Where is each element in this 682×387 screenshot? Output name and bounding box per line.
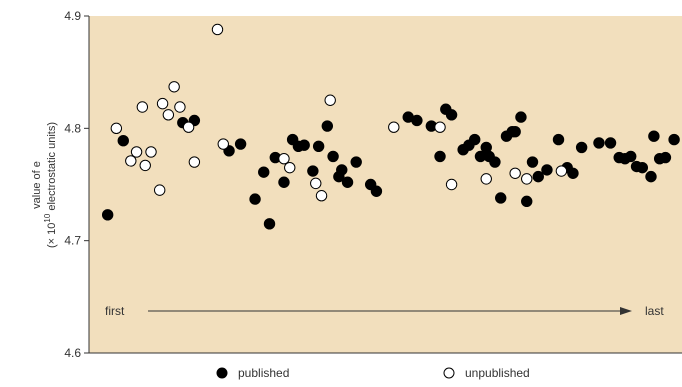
legend-label-unpublished: unpublished: [465, 366, 530, 380]
published-point: [604, 137, 617, 149]
unpublished-point: [145, 146, 157, 158]
published-point: [434, 150, 446, 163]
published-point: [298, 139, 310, 151]
published-point: [469, 133, 481, 146]
unpublished-point: [168, 81, 180, 93]
y-tick-label: 4.9: [64, 9, 81, 23]
published-point: [489, 156, 501, 168]
published-point: [336, 164, 348, 176]
published-point: [509, 126, 521, 138]
unpublished-point: [153, 184, 166, 196]
published-point: [593, 137, 605, 149]
unpublished-point: [174, 101, 186, 113]
y-axis-label-units: (× 1010 electrostatic units): [43, 122, 58, 248]
published-point: [668, 133, 680, 146]
published-point: [411, 114, 423, 127]
unpublished-point: [182, 121, 195, 133]
x-note-first: first: [105, 304, 125, 318]
unpublished-point: [521, 173, 533, 185]
published-point: [321, 120, 334, 132]
published-point: [526, 156, 539, 168]
unpublished-point: [324, 94, 336, 106]
published-point: [350, 156, 362, 168]
unpublished-point: [480, 173, 492, 185]
published-point: [312, 140, 325, 153]
unpublished-point: [278, 152, 290, 165]
unpublished-point: [509, 167, 521, 179]
published-point: [541, 164, 553, 176]
y-tick-label: 4.6: [64, 346, 81, 360]
unpublished-point: [110, 122, 123, 135]
published-point: [327, 150, 339, 163]
unpublished-point: [125, 155, 137, 167]
published-point: [645, 170, 657, 183]
unpublished-point: [211, 23, 224, 36]
published-point: [258, 166, 270, 178]
data-points: [101, 23, 680, 230]
y-tick-label: 4.7: [64, 234, 81, 248]
published-point: [552, 133, 565, 146]
published-point: [307, 165, 319, 177]
unpublished-point: [188, 156, 201, 168]
published-point: [234, 138, 247, 150]
published-point: [117, 134, 129, 147]
published-point: [101, 209, 114, 221]
published-point: [659, 151, 672, 164]
unpublished-point: [434, 121, 446, 133]
published-point: [532, 170, 544, 183]
published-point: [636, 161, 649, 174]
legend-label-published: published: [238, 366, 289, 380]
published-point: [648, 130, 660, 142]
published-point: [445, 109, 458, 121]
unpublished-point: [388, 121, 400, 133]
published-point: [567, 167, 579, 179]
x-note-last: last: [645, 304, 664, 318]
unpublished-point: [139, 159, 151, 172]
unpublished-point: [445, 178, 458, 191]
unpublished-point: [217, 138, 229, 150]
published-point: [625, 150, 637, 163]
plot-area: [89, 16, 682, 353]
published-point: [263, 218, 276, 230]
y-ticks: 4.6 4.7 4.8 4.9: [64, 9, 89, 360]
published-point: [575, 141, 588, 154]
unpublished-point: [315, 190, 328, 202]
published-point: [521, 195, 533, 208]
arrowhead-icon: [620, 307, 632, 315]
unpublished-point: [156, 97, 169, 110]
published-point: [278, 176, 290, 188]
unpublished-point: [162, 109, 175, 121]
unpublished-point: [136, 101, 149, 113]
legend-marker-unpublished: [443, 367, 455, 379]
unpublished-point: [555, 165, 568, 177]
unpublished-point: [310, 177, 322, 190]
published-point: [495, 192, 507, 204]
y-tick-label: 4.8: [64, 121, 81, 135]
published-point: [249, 193, 261, 205]
unpublished-point: [284, 161, 296, 174]
published-point: [341, 176, 354, 188]
published-point: [515, 111, 527, 123]
legend-marker-published: [216, 367, 228, 379]
unpublished-point: [130, 146, 143, 158]
y-axis-label-main: value of e: [31, 161, 43, 209]
published-point: [370, 185, 383, 197]
